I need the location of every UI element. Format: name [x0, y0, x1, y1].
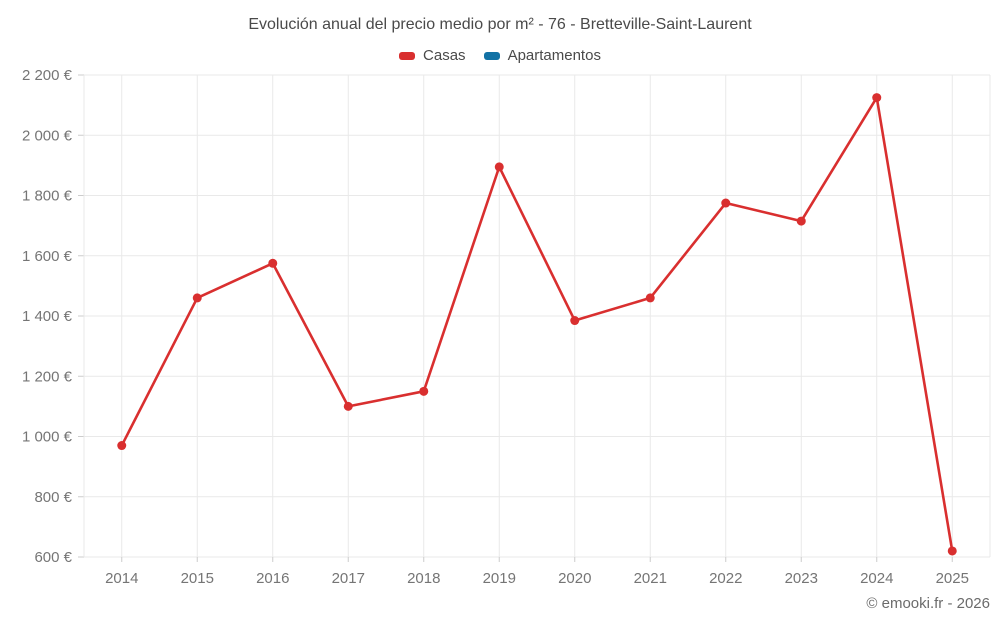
data-point-2019[interactable] [494, 162, 504, 172]
y-tick-label: 600 € [34, 549, 72, 566]
legend-item-apartamentos[interactable]: Apartamentos [483, 47, 601, 64]
y-tick-label: 1 000 € [22, 429, 73, 446]
data-point-2017[interactable] [343, 401, 353, 411]
x-tick-label: 2014 [105, 570, 138, 587]
data-point-2016[interactable] [268, 258, 278, 268]
x-tick-label: 2016 [256, 570, 289, 587]
x-tick-label: 2024 [860, 570, 893, 587]
legend-label-casas: Casas [423, 47, 466, 64]
legend-label-apartamentos: Apartamentos [507, 47, 601, 64]
y-tick-label: 1 800 € [22, 188, 73, 205]
x-tick-label: 2020 [558, 570, 591, 587]
copyright-watermark: © emooki.fr - 2026 [866, 595, 990, 612]
data-point-2023[interactable] [796, 216, 806, 226]
legend-item-casas[interactable]: Casas [399, 47, 466, 64]
x-tick-label: 2019 [483, 570, 516, 587]
y-tick-label: 1 600 € [22, 248, 73, 265]
chart-legend: Casas Apartamentos [0, 47, 1000, 64]
x-tick-label: 2018 [407, 570, 440, 587]
data-point-2025[interactable] [947, 546, 957, 556]
x-tick-label: 2023 [785, 570, 818, 587]
chart-title: Evolución anual del precio medio por m² … [248, 16, 752, 33]
casas-swatch-icon [399, 51, 416, 60]
x-tick-label: 2021 [634, 570, 667, 587]
y-tick-label: 2 200 € [22, 67, 73, 84]
y-tick-label: 1 200 € [22, 368, 73, 385]
y-tick-label: 2 000 € [22, 127, 73, 144]
data-point-2024[interactable] [872, 93, 882, 103]
y-tick-label: 800 € [34, 489, 72, 506]
data-point-2014[interactable] [117, 441, 127, 451]
data-point-2021[interactable] [645, 293, 655, 303]
x-tick-label: 2025 [936, 570, 969, 587]
data-point-2018[interactable] [419, 386, 429, 396]
data-point-2022[interactable] [721, 198, 731, 208]
data-point-2015[interactable] [192, 293, 202, 303]
data-point-2020[interactable] [570, 316, 580, 326]
y-tick-label: 1 400 € [22, 308, 73, 325]
x-tick-label: 2022 [709, 570, 742, 587]
series-line-casas [120, 96, 954, 553]
apartamentos-swatch-icon [483, 51, 500, 60]
x-tick-label: 2017 [332, 570, 365, 587]
x-tick-label: 2015 [181, 570, 214, 587]
